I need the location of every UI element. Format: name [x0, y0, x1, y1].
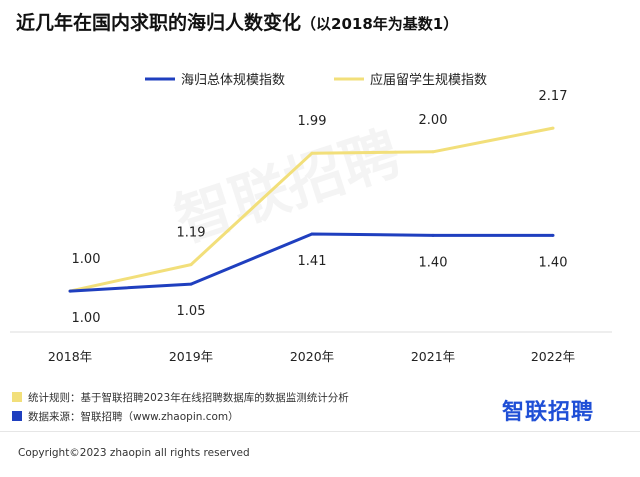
line-chart: 海归总体规模指数 应届留学生规模指数 2018年 2019年 2020年 2021年 202… — [10, 72, 612, 364]
data-point — [189, 263, 193, 267]
data-label: 2.17 — [539, 89, 568, 104]
copyright-text: Copyright©2023 zhaopin all rights reserv… — [18, 447, 250, 459]
x-tick-label: 2022年 — [531, 349, 575, 364]
note-source-swatch — [12, 411, 22, 421]
data-label: 1.40 — [539, 255, 568, 270]
data-label: 1.99 — [298, 114, 327, 129]
data-point — [189, 282, 193, 286]
note-rule: 统计规则：基于智联招聘2023年在线招聘数据库的数据监测统计分析 — [12, 390, 349, 405]
note-rule-text: 统计规则：基于智联招聘2023年在线招聘数据库的数据监测统计分析 — [28, 392, 349, 404]
legend-label-2: 应届留学生规模指数 — [370, 72, 487, 88]
footer-divider — [0, 431, 640, 432]
data-label: 1.00 — [72, 311, 101, 326]
chart-title-area: 近几年在国内求职的海归人数变化（以2018年为基数1） — [16, 8, 626, 35]
data-point — [551, 126, 555, 130]
brand-logo: 智联招聘 — [502, 400, 595, 425]
x-tick-label: 2020年 — [290, 349, 334, 364]
x-tick-label: 2018年 — [48, 349, 92, 364]
data-label: 1.19 — [177, 226, 206, 241]
chart-title: 近几年在国内求职的海归人数变化 — [16, 12, 302, 34]
note-source-text: 数据来源：智联招聘（www.zhaopin.com） — [28, 411, 239, 423]
data-point — [551, 233, 555, 237]
data-label: 1.05 — [177, 304, 206, 319]
note-rule-swatch — [12, 392, 22, 402]
data-point — [431, 150, 435, 154]
data-label: 2.00 — [419, 113, 448, 128]
data-point — [310, 232, 314, 236]
note-source: 数据来源：智联招聘（www.zhaopin.com） — [12, 409, 239, 424]
legend-label-1: 海归总体规模指数 — [181, 73, 285, 88]
data-point — [310, 151, 314, 155]
data-label: 1.00 — [72, 252, 101, 267]
data-point — [431, 233, 435, 237]
chart-subtitle: （以2018年为基数1） — [301, 15, 459, 33]
x-tick-label: 2019年 — [169, 349, 213, 364]
data-label: 1.40 — [419, 255, 448, 270]
data-point — [68, 289, 72, 293]
x-tick-label: 2021年 — [411, 349, 455, 364]
data-label: 1.41 — [298, 254, 327, 269]
